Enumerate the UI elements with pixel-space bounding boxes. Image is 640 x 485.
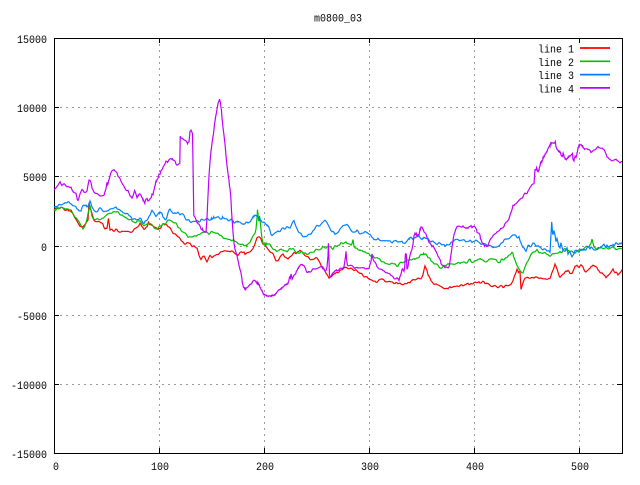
svg-text:-10000: -10000: [11, 381, 47, 393]
svg-text:500: 500: [571, 462, 589, 474]
svg-text:-15000: -15000: [11, 450, 47, 462]
svg-text:5000: 5000: [23, 173, 47, 185]
svg-text:100: 100: [151, 462, 169, 474]
svg-text:400: 400: [466, 462, 484, 474]
svg-text:0: 0: [41, 243, 47, 255]
svg-text:0: 0: [53, 462, 59, 474]
svg-text:15000: 15000: [17, 35, 47, 47]
svg-text:10000: 10000: [17, 104, 47, 116]
svg-text:line 4: line 4: [538, 84, 574, 96]
svg-text:line 1: line 1: [538, 45, 574, 57]
svg-text:300: 300: [361, 462, 379, 474]
svg-text:line 3: line 3: [538, 71, 574, 83]
svg-text:line 2: line 2: [538, 58, 574, 70]
svg-text:m0800_03: m0800_03: [314, 14, 362, 26]
svg-text:200: 200: [256, 462, 274, 474]
svg-text:-5000: -5000: [17, 312, 47, 324]
